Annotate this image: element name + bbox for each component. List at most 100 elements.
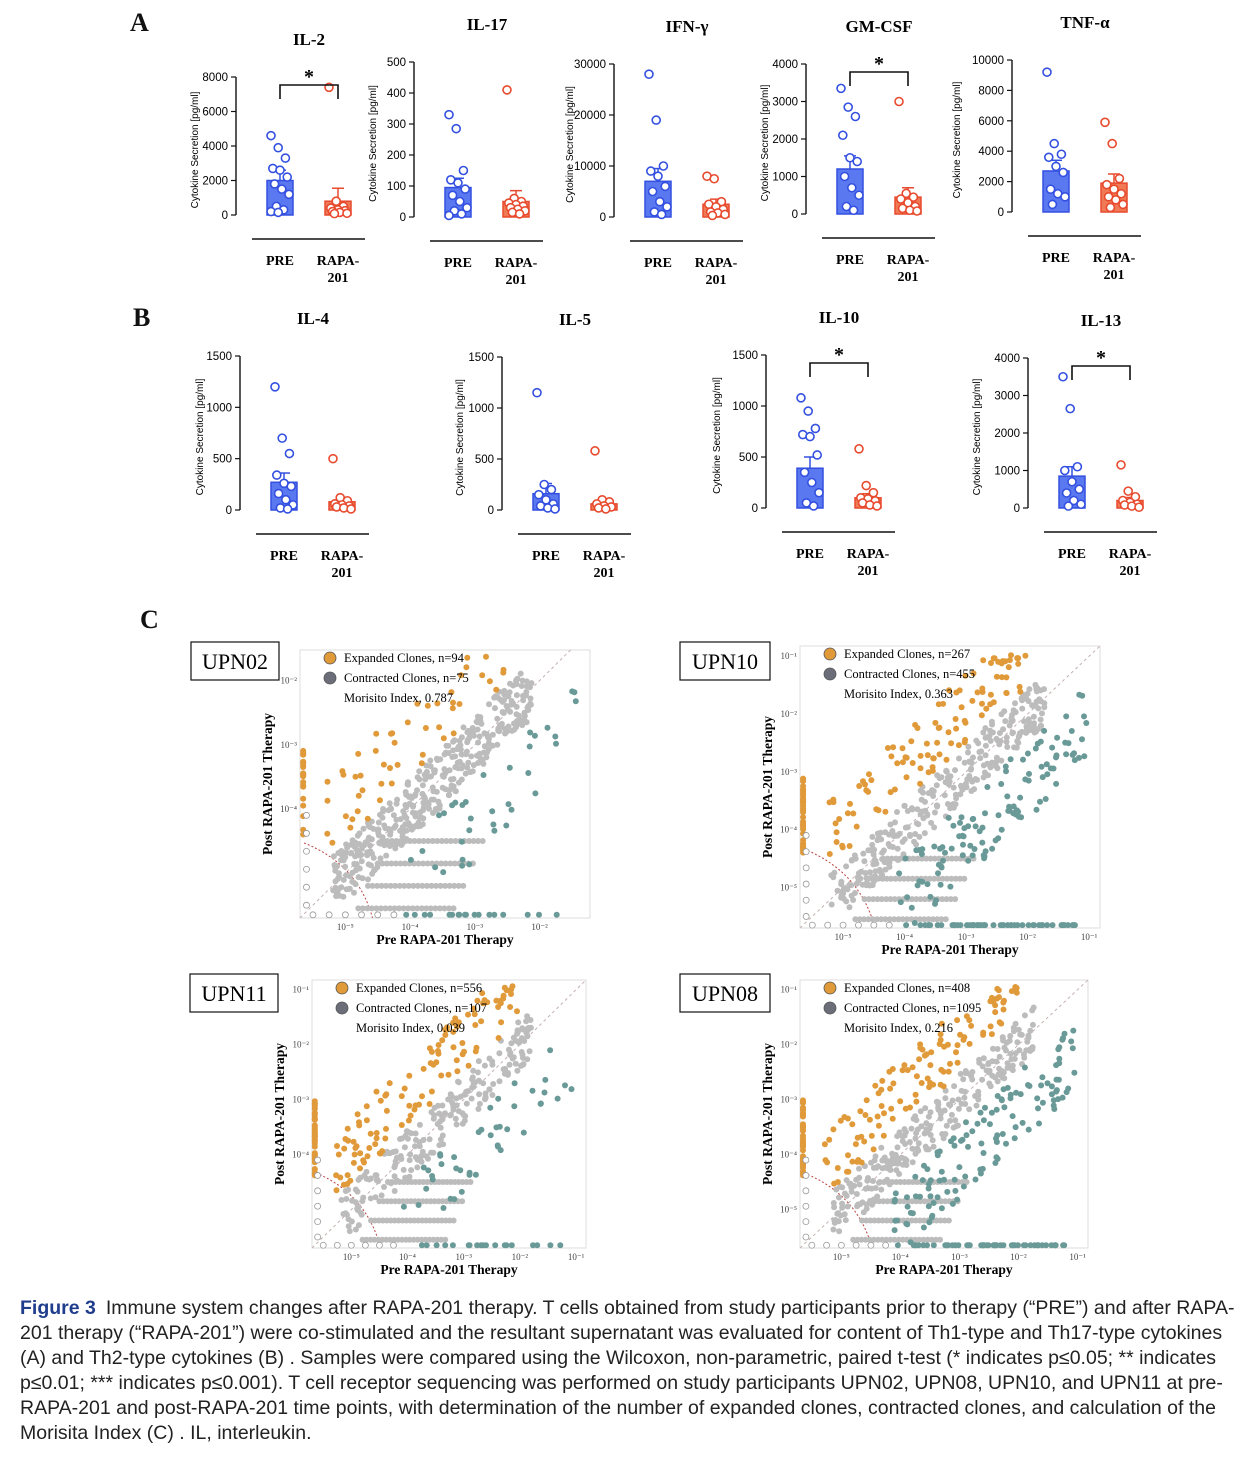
clone-point-contracted <box>562 1082 568 1089</box>
clone-point-unchanged <box>342 863 349 870</box>
clone-point-unchanged <box>832 1217 839 1223</box>
clone-point-contracted <box>938 922 945 929</box>
clone-point-expanded <box>373 730 380 737</box>
clone-point-unchanged <box>893 1167 900 1174</box>
data-point <box>812 450 823 460</box>
clone-point-unchanged <box>951 1083 958 1090</box>
clone-point-unchanged <box>887 1236 894 1243</box>
clone-point-unchanged <box>387 1150 394 1157</box>
y-tick-label: 500 <box>475 454 494 466</box>
data-point <box>1047 199 1058 210</box>
clone-point-expanded <box>342 1136 349 1142</box>
clone-point-contracted <box>471 911 478 918</box>
clone-point-expanded <box>420 1065 427 1072</box>
clone-point-contracted <box>472 1171 479 1178</box>
clone-point-unchanged <box>965 743 972 750</box>
clone-point-expanded <box>465 1011 471 1018</box>
clone-point-contracted <box>957 819 963 826</box>
clone-point-contracted <box>1034 740 1041 747</box>
clone-point-unchanged <box>873 916 880 923</box>
clone-point-unchanged <box>470 1067 477 1074</box>
clone-point-contracted <box>466 827 473 834</box>
clone-point-unchanged <box>514 1067 521 1074</box>
clone-point-unchanged <box>909 806 916 813</box>
clone-point-unchanged <box>969 778 976 785</box>
clone-point-unchanged <box>389 838 395 844</box>
clone-point-expanded <box>868 777 875 784</box>
clone-point-contracted <box>1036 1120 1042 1127</box>
x-tick-label: 10⁻² <box>1010 1252 1027 1262</box>
clone-point-unchanged <box>943 768 950 775</box>
clone-point-unchanged <box>383 882 390 889</box>
clone-point-expanded <box>398 1093 405 1100</box>
clone-point-unchanged <box>494 741 501 748</box>
clone-point-unchanged <box>967 766 974 773</box>
clone-point-contracted <box>971 846 978 852</box>
clone-point-contracted <box>916 847 922 853</box>
clone-point-unchanged <box>513 711 520 718</box>
clone-point-unchanged <box>403 1128 410 1135</box>
clone-point-unchanged <box>393 838 400 844</box>
legend-label-contracted: Contracted Clones, n=1095 <box>844 1001 981 1015</box>
clone-point-unchanged <box>354 832 361 839</box>
clone-point-unchanged <box>374 860 381 867</box>
clone-point-unchanged <box>987 764 994 771</box>
clone-point-unchanged <box>910 1115 917 1122</box>
clone-point-unchanged <box>400 1166 407 1173</box>
data-point <box>803 406 814 416</box>
clone-point-unchanged <box>519 1051 526 1058</box>
clone-point-contracted <box>1051 1106 1058 1112</box>
clone-point-contracted <box>1063 713 1070 720</box>
clone-point-unchanged <box>880 1179 887 1185</box>
clone-point-unchanged <box>486 1086 493 1093</box>
clone-point-unchanged <box>507 680 513 687</box>
clone-point-unchanged <box>1025 698 1032 704</box>
clone-point-unchanged <box>383 852 390 859</box>
clone-point-unchanged <box>906 1139 913 1145</box>
clone-point-unchanged <box>445 1096 452 1103</box>
clone-point-unchanged <box>420 799 427 806</box>
clone-point-expanded <box>495 1035 502 1041</box>
clone-point-expanded <box>470 1005 477 1012</box>
clone-point-unchanged <box>998 757 1005 764</box>
y-tick-label: 10⁻² <box>781 1040 798 1050</box>
clone-point-unchanged <box>334 863 340 870</box>
data-point <box>331 196 342 206</box>
clone-point-unchanged <box>917 1108 924 1115</box>
clone-point-contracted <box>1013 1089 1020 1096</box>
clone-point-unchanged <box>1004 1060 1011 1067</box>
clone-point-unchanged <box>901 1179 908 1185</box>
clone-point-expanded <box>311 1116 318 1123</box>
clone-point-contracted <box>908 904 915 911</box>
clone-point-contracted <box>557 1242 564 1249</box>
clone-point-unchanged <box>401 860 408 867</box>
clone-point-expanded <box>448 689 455 696</box>
clone-point-unchanged <box>455 882 462 889</box>
clone-point-unchanged <box>924 1236 931 1243</box>
data-point <box>1058 167 1068 178</box>
y-tick-label: 4000 <box>978 146 1004 158</box>
clone-point-expanded <box>834 1179 841 1185</box>
clone-point-unchanged <box>352 839 359 846</box>
clone-point-unchanged <box>449 1099 456 1106</box>
clone-point-unchanged <box>1004 744 1011 750</box>
clone-point-unchanged <box>525 707 532 713</box>
data-point <box>280 153 291 163</box>
clone-point-contracted <box>950 822 957 829</box>
clone-point-unchanged <box>392 860 399 867</box>
data-point <box>644 69 654 79</box>
clone-point-unchanged <box>358 845 365 852</box>
clone-point-unchanged <box>517 670 524 677</box>
clone-point-unchanged <box>420 1137 427 1143</box>
clone-point-contracted <box>1044 771 1051 778</box>
clone-point-expanded <box>478 1018 485 1025</box>
clone-point-expanded <box>1016 683 1023 690</box>
clone-point-unchanged <box>517 717 524 724</box>
clone-point-below-limit <box>882 1241 890 1249</box>
clone-point-unchanged <box>415 860 422 867</box>
clone-point-contracted <box>511 1103 518 1110</box>
x-tick-label: 10⁻³ <box>958 932 975 942</box>
data-point <box>656 209 667 220</box>
clone-point-expanded <box>484 999 491 1006</box>
clone-point-expanded <box>463 664 470 671</box>
